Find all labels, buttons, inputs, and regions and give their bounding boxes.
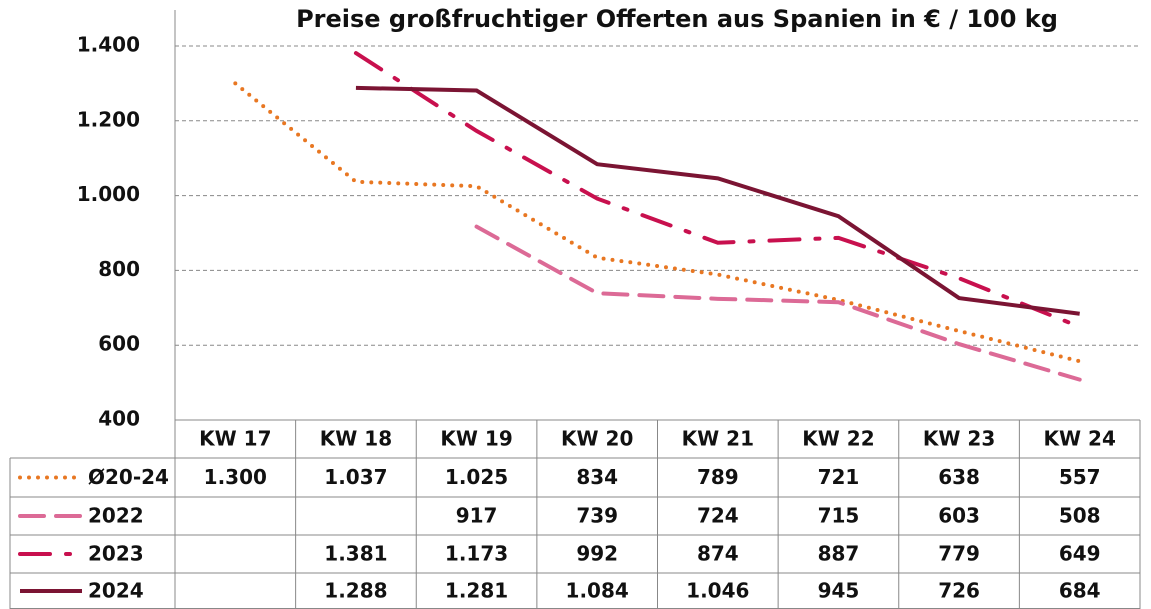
- data-label: 1.300: [204, 465, 267, 489]
- data-label: 603: [938, 504, 980, 528]
- data-label: 508: [1059, 504, 1101, 528]
- x-tick-label: KW 23: [923, 427, 995, 451]
- legend-label: 2023: [88, 542, 144, 566]
- y-tick-label: 1.400: [77, 33, 140, 57]
- data-label: 1.037: [324, 465, 387, 489]
- data-label: 1.288: [324, 579, 387, 603]
- data-label: 779: [938, 542, 980, 566]
- x-tick-label: KW 22: [802, 427, 874, 451]
- data-label: 715: [818, 504, 860, 528]
- data-label: 1.381: [324, 542, 387, 566]
- y-tick-label: 400: [98, 407, 140, 431]
- data-label: 917: [456, 504, 498, 528]
- y-tick-label: 800: [98, 257, 140, 281]
- data-label: 834: [576, 465, 618, 489]
- data-label: 1.084: [566, 579, 629, 603]
- data-label: 721: [818, 465, 860, 489]
- data-label: 789: [697, 465, 739, 489]
- x-tick-label: KW 24: [1044, 427, 1116, 451]
- data-label: 649: [1059, 542, 1101, 566]
- data-label: 1.046: [686, 579, 749, 603]
- data-label: 945: [818, 579, 860, 603]
- series-line: [353, 51, 1082, 329]
- legend-label: 2022: [88, 504, 144, 528]
- data-label: 992: [576, 542, 618, 566]
- series-line: [233, 81, 1082, 364]
- data-label: 638: [938, 465, 980, 489]
- data-label: 684: [1059, 579, 1101, 603]
- x-tick-label: KW 18: [320, 427, 392, 451]
- data-label: 557: [1059, 465, 1101, 489]
- data-label: 874: [697, 542, 739, 566]
- y-tick-label: 1.200: [77, 107, 140, 131]
- chart-title: Preise großfruchtiger Offerten aus Spani…: [296, 5, 1058, 33]
- series-line: [355, 85, 1080, 316]
- data-label: 1.173: [445, 542, 508, 566]
- data-label: 1.281: [445, 579, 508, 603]
- data-label: 887: [818, 542, 860, 566]
- x-tick-label: KW 20: [561, 427, 633, 451]
- y-tick-label: 1.000: [77, 182, 140, 206]
- x-tick-label: KW 21: [682, 427, 754, 451]
- legend-label: 2024: [88, 579, 144, 603]
- data-label: 726: [938, 579, 980, 603]
- data-label: 739: [576, 504, 618, 528]
- x-tick-label: KW 17: [199, 427, 271, 451]
- legend-label: Ø20-24: [88, 465, 169, 489]
- series-line: [474, 224, 1082, 382]
- y-tick-label: 600: [98, 332, 140, 356]
- x-tick-label: KW 19: [440, 427, 512, 451]
- data-label: 724: [697, 504, 739, 528]
- data-label: 1.025: [445, 465, 508, 489]
